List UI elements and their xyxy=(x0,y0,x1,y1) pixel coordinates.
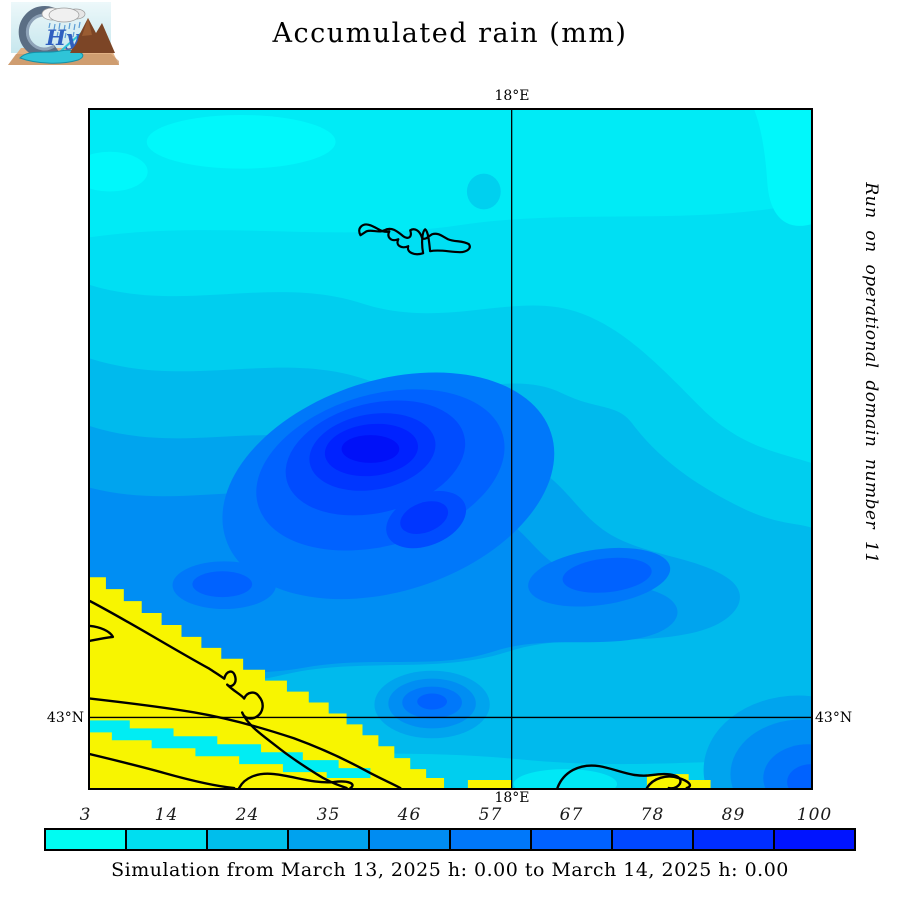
coastlines xyxy=(90,599,692,788)
logo-river xyxy=(19,28,87,64)
colorbar-label: 35 xyxy=(316,805,341,825)
map-frame xyxy=(88,108,813,790)
grid-lines xyxy=(90,110,811,788)
colorbar-cell-78: 78 xyxy=(613,805,694,849)
colorbar-cell-89: 89 xyxy=(694,805,775,849)
colorbar-label: 100 xyxy=(796,805,833,825)
colorbar-cell-3: 3 xyxy=(46,805,127,849)
axis-label-left: 43°N xyxy=(46,710,84,726)
colorbar-cell-14: 14 xyxy=(127,805,208,849)
simulation-caption: Simulation from March 13, 2025 h: 0.00 t… xyxy=(111,859,789,881)
island-outline xyxy=(358,223,471,256)
colorbar-cell-35: 35 xyxy=(289,805,370,849)
page-title: Accumulated rain (mm) xyxy=(272,18,628,49)
rain-map-svg xyxy=(90,110,811,788)
colorbar-label: 46 xyxy=(397,805,422,825)
axis-label-top: 18°E xyxy=(494,88,530,104)
logo-rain-streaks xyxy=(48,21,81,39)
logo-cloud xyxy=(41,7,86,23)
colorbar-cell-67: 67 xyxy=(532,805,613,849)
colorbar-cell-46: 46 xyxy=(370,805,451,849)
logo-hy-text: Hy xyxy=(45,25,80,50)
axis-label-bottom: 18°E xyxy=(494,790,530,806)
colorbar-label: 57 xyxy=(478,805,503,825)
colorbar-cell-24: 24 xyxy=(208,805,289,849)
logo-mountain xyxy=(70,18,115,53)
colorbar-label: 78 xyxy=(640,805,665,825)
colorbar-label: 3 xyxy=(79,805,92,825)
colorbar: 3 14 24 35 46 57 67 78 89 100 xyxy=(44,805,856,851)
chym-logo: Hy xyxy=(8,2,119,65)
colorbar-label: 14 xyxy=(154,805,179,825)
colorbar-cell-100: 100 xyxy=(775,805,854,849)
rain-field xyxy=(90,110,811,788)
colorbar-label: 89 xyxy=(721,805,746,825)
colorbar-cell-57: 57 xyxy=(451,805,532,849)
axis-label-right: 43°N xyxy=(815,710,853,726)
side-note: Run on operational domain number 11 xyxy=(861,182,881,564)
colorbar-label: 24 xyxy=(235,805,260,825)
colorbar-label: 67 xyxy=(559,805,584,825)
